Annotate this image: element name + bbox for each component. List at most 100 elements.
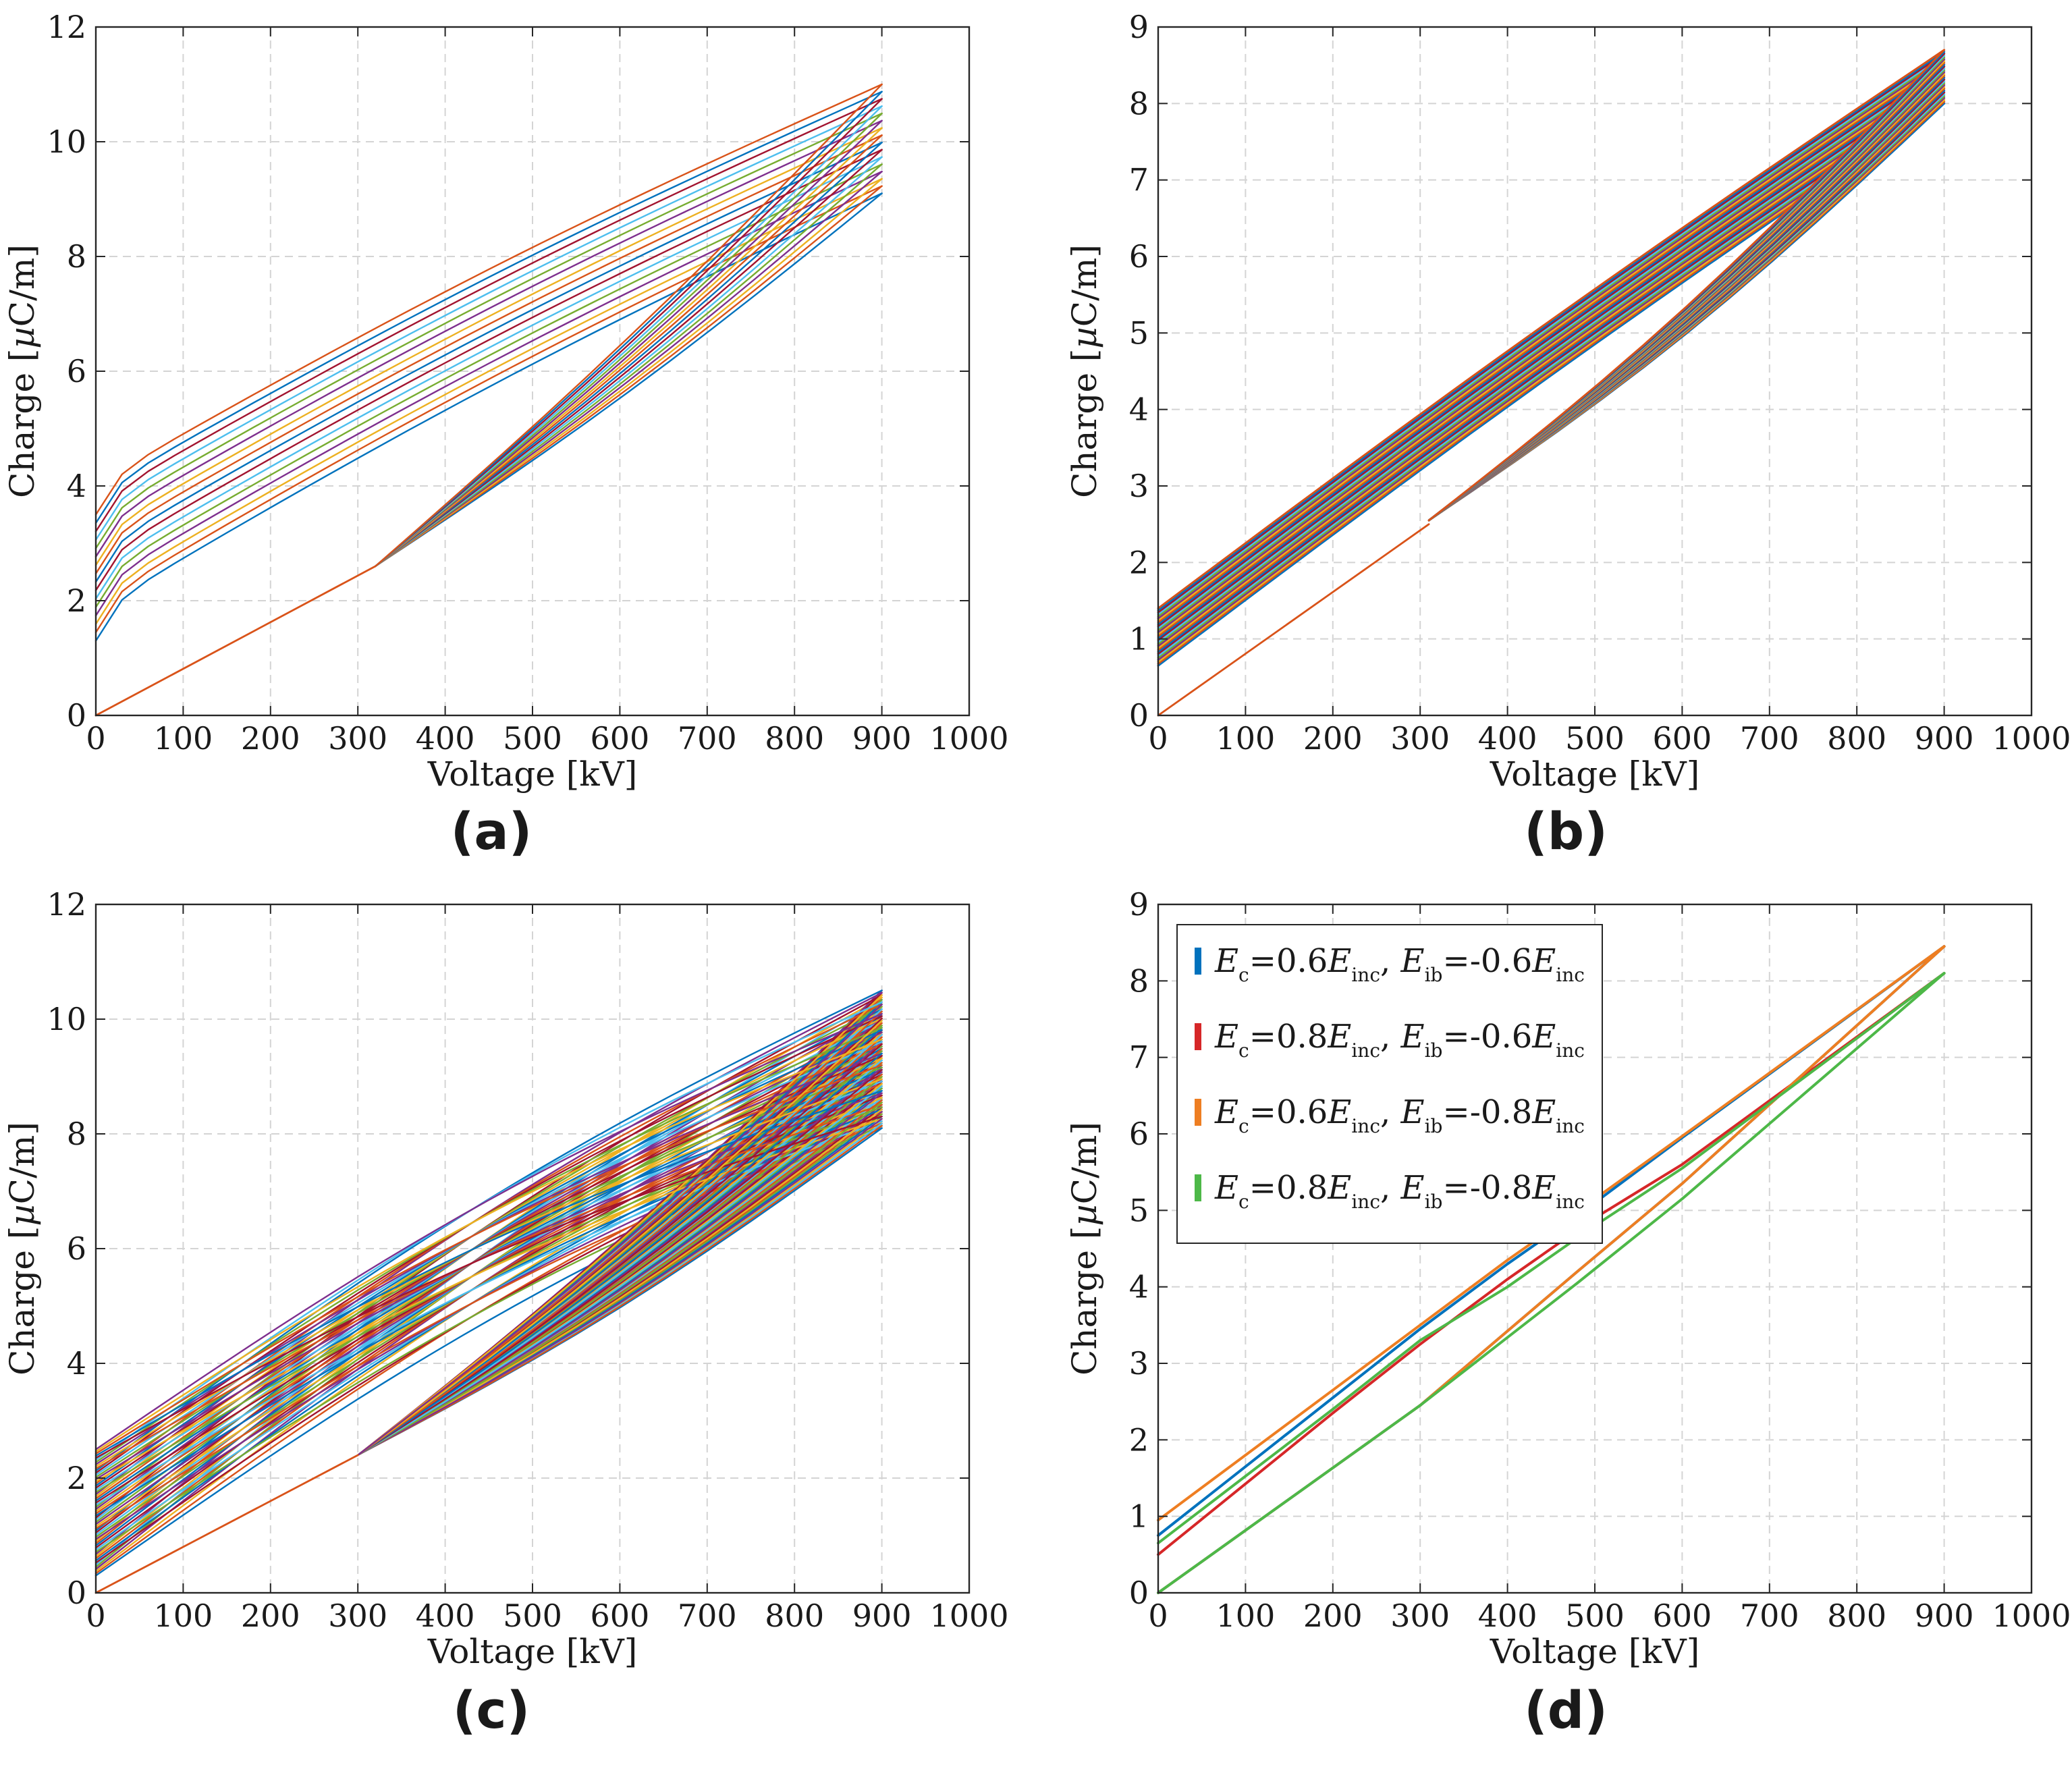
falling-branch-line [1157, 87, 1946, 651]
x-tick-label: 200 [1303, 720, 1363, 757]
x-tick-label: 500 [1565, 1598, 1625, 1634]
y-tick-label: 1 [1129, 1498, 1149, 1535]
series-2-segment [1157, 972, 1946, 1556]
x-tick-label: 600 [1652, 1598, 1712, 1634]
series-4-segment [1419, 972, 1946, 1407]
y-tick-label: 4 [1129, 391, 1149, 428]
rising-branch-line [374, 119, 883, 568]
x-tick-label: 500 [503, 720, 562, 757]
falling-branch-line [1157, 59, 1946, 622]
rising-branch-line [374, 83, 883, 568]
x-tick-label: 600 [1652, 720, 1712, 757]
series-4-segment [1157, 972, 1946, 1545]
y-tick-label: 2 [67, 1460, 86, 1496]
falling-branch-line [94, 105, 883, 541]
legend-swatch [1195, 1174, 1201, 1201]
rising-branch-line [357, 1118, 883, 1456]
y-tick-label: 12 [47, 9, 86, 45]
legend-swatch [1195, 1099, 1201, 1126]
rising-branch-line [374, 185, 883, 568]
falling-branch-line [94, 127, 883, 566]
falling-branch-line [94, 119, 883, 557]
falling-branch-line [94, 178, 883, 625]
grid [96, 27, 969, 715]
rising-branch-line [357, 1036, 883, 1456]
y-tick-label: 4 [1129, 1269, 1149, 1305]
y-axis-label: Charge [µC/m] [3, 244, 42, 498]
y-tick-label: 8 [67, 1116, 86, 1152]
rising-branch-line [374, 148, 883, 568]
falling-branch-line [94, 1116, 883, 1459]
subplot-c: 0 100 200 300 400 500 600 700 800 900 1000 0 2 4 6 8 10 1… [3, 886, 1009, 1671]
y-tick-label: 12 [47, 886, 86, 923]
rising-branch-line [357, 1101, 883, 1456]
y-tick-label: 0 [1129, 1575, 1149, 1611]
rising-branch-line [357, 1068, 883, 1456]
x-tick-label: 300 [1390, 720, 1450, 757]
rising-branch-line [374, 163, 883, 568]
y-tick-label: 10 [47, 124, 86, 160]
initial-charge-line [1157, 523, 1430, 717]
subplot-a: 0 100 200 300 400 500 600 700 800 900 1000 0 2 4 6 8 10 1… [3, 9, 1009, 794]
x-tick-label: 1000 [929, 1598, 1008, 1634]
falling-branch-line [94, 148, 883, 591]
rising-branch-line [374, 90, 883, 568]
falling-branch-line [1157, 51, 1946, 611]
y-tick-label: 8 [1129, 962, 1149, 999]
series-3-segment [1157, 945, 1946, 1522]
y-axis-label: Charge [µC/m] [3, 1122, 42, 1375]
rising-branch-line [374, 112, 883, 568]
panel-label: (c) [453, 1680, 530, 1740]
falling-branch-line [1157, 71, 1946, 633]
x-tick-label: 1000 [929, 720, 1008, 757]
data-lines [94, 83, 883, 717]
falling-branch-line [1157, 84, 1946, 647]
rising-branch-line [357, 1085, 883, 1456]
x-axis-label: Voltage [kV] [1490, 1632, 1699, 1671]
falling-branch-line [1157, 65, 1946, 628]
rising-branch-line [357, 1010, 883, 1456]
rising-branch-line [357, 1124, 883, 1456]
falling-branch-line [1157, 78, 1946, 641]
y-tick-label: 6 [1129, 238, 1149, 275]
legend-entry: Ec=0.6Einc, Eib=-0.6Einc [1214, 942, 1585, 986]
rising-branch-line [357, 1020, 883, 1456]
falling-branch-line [1157, 53, 1946, 614]
x-axis-label: Voltage [kV] [427, 1632, 637, 1671]
x-tick-label: 800 [1827, 720, 1886, 757]
falling-branch-line [94, 90, 883, 524]
x-tick-label: 1000 [1992, 1598, 2071, 1634]
legend-swatch [1195, 948, 1201, 975]
rising-branch-line [357, 1108, 883, 1456]
x-tick-label: 200 [1303, 1598, 1363, 1634]
rising-branch-line [374, 141, 883, 568]
x-tick-label: 600 [590, 1598, 649, 1634]
x-tick-label: 0 [1148, 720, 1168, 757]
x-tick-label: 800 [1827, 1598, 1886, 1634]
falling-branch-line [1157, 49, 1946, 609]
legend-entry: Ec=0.8Einc, Eib=-0.8Einc [1214, 1169, 1585, 1213]
y-tick-label: 6 [67, 353, 86, 389]
rising-branch-line [1427, 49, 1946, 522]
x-tick-label: 100 [1216, 1598, 1275, 1634]
falling-branch-line [1157, 82, 1946, 645]
y-tick-label: 7 [1129, 1039, 1149, 1076]
panel-label: (d) [1524, 1680, 1608, 1740]
x-tick-label: 1000 [1992, 720, 2071, 757]
x-tick-label: 800 [765, 720, 824, 757]
x-tick-label: 100 [1216, 720, 1275, 757]
falling-branch-line [1157, 89, 1946, 653]
x-tick-label: 100 [153, 720, 213, 757]
x-tick-label: 0 [1148, 1598, 1168, 1634]
y-tick-label: 6 [67, 1230, 86, 1267]
y-tick-label: 3 [1129, 468, 1149, 504]
falling-branch-line [1157, 76, 1946, 639]
x-tick-label: 200 [241, 1598, 300, 1634]
x-tick-label: 200 [241, 720, 300, 757]
y-tick-label: 7 [1129, 162, 1149, 198]
rising-branch-line [357, 994, 883, 1456]
x-tick-label: 900 [1915, 1598, 1974, 1634]
falling-branch-line [1157, 61, 1946, 624]
tick-labels: 0 100 200 300 400 500 600 700 800 900 1000 0 1 2 3 4 5 6 7… [1129, 9, 2071, 757]
y-tick-label: 3 [1129, 1345, 1149, 1382]
